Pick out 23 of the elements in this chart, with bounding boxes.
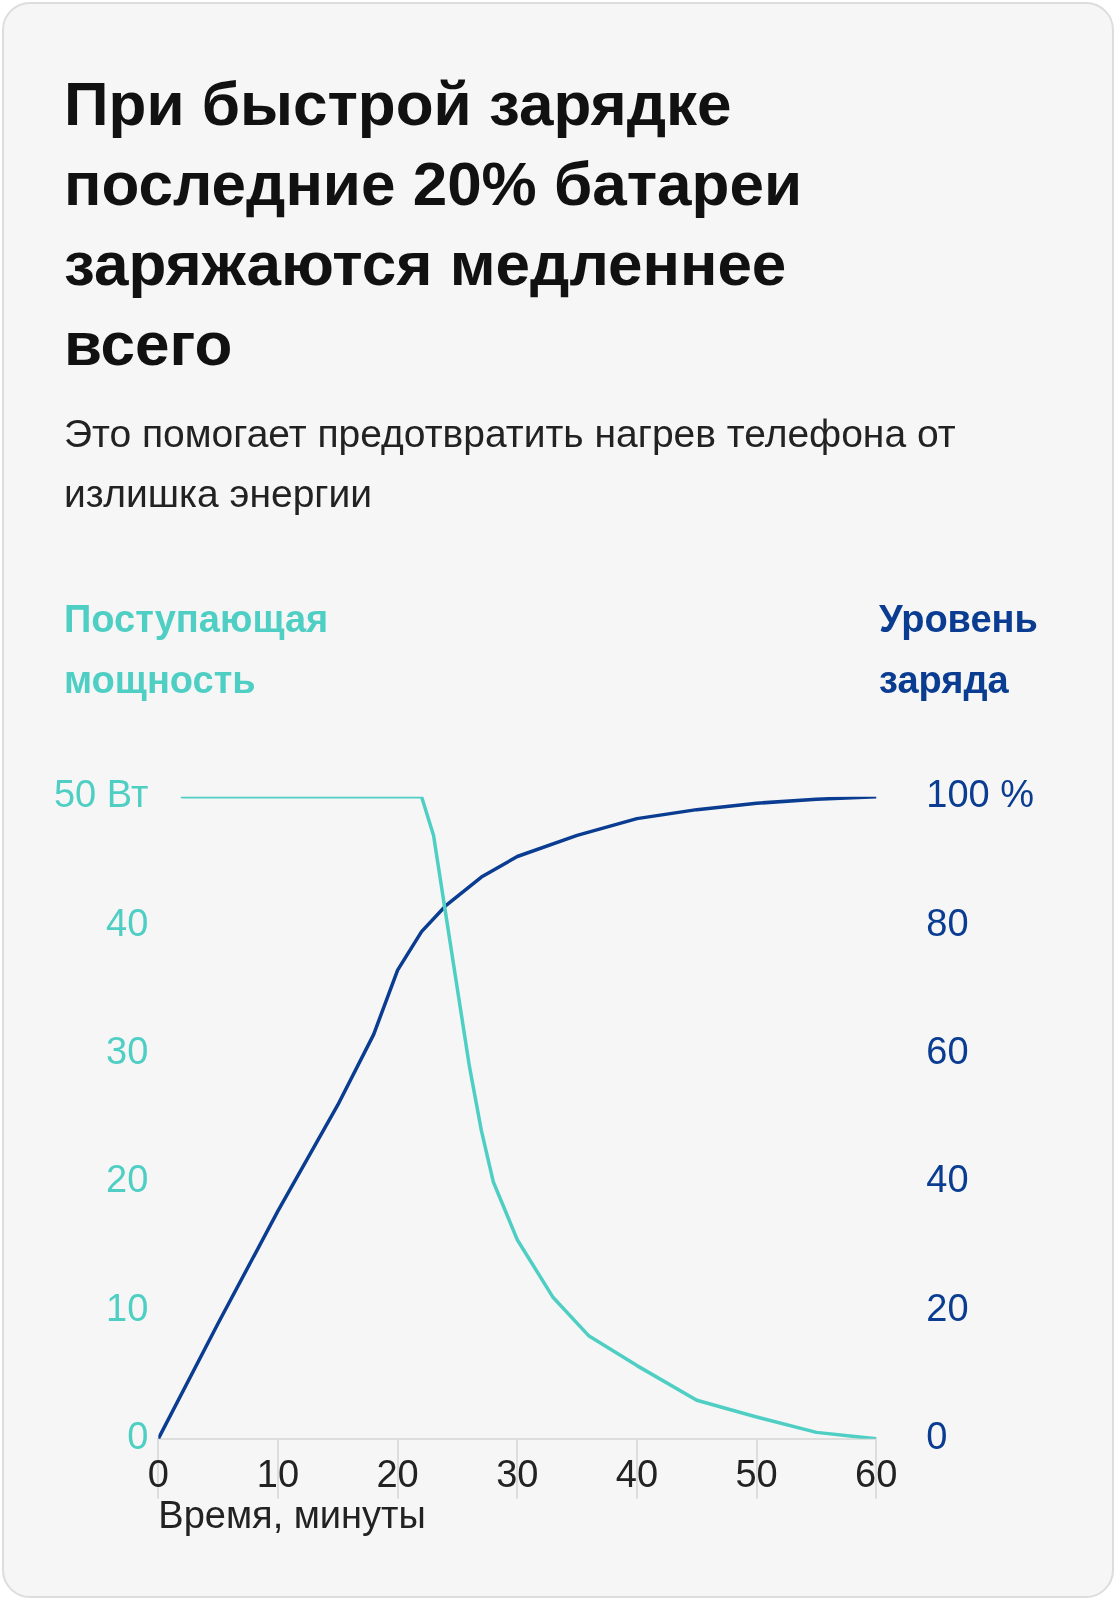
y2-tick-label: 0 (926, 1415, 948, 1458)
chart-title: При быстрой зарядке последние 20% батареи заряжаются медленнее всего (64, 68, 804, 380)
chart-subtitle: Это помогает предотвратить нагрев телефона от излишка энергии (64, 411, 957, 517)
y-tick-label: 10 (106, 1286, 149, 1329)
y2-tick-label: 20 (926, 1286, 969, 1329)
y2-tick-label: 100 % (926, 773, 1034, 816)
x-tick-label: 30 (496, 1453, 539, 1496)
y2-tick-label: 80 (926, 901, 969, 944)
y2-axis-title: Уровень заряда (879, 597, 1039, 703)
x-tick-label: 10 (256, 1453, 300, 1496)
y-tick-label: 20 (106, 1158, 149, 1201)
x-tick-label: 20 (376, 1453, 419, 1496)
y-tick-label: 0 (127, 1415, 149, 1458)
y2-tick-label: 40 (926, 1158, 969, 1201)
y-tick-label: 30 (106, 1030, 149, 1073)
y2-tick-label: 60 (926, 1030, 969, 1073)
y-tick-label: 50 Вт (53, 773, 149, 816)
y-tick-label: 40 (106, 901, 149, 944)
x-tick-label: 50 (735, 1453, 778, 1496)
y-axis-title: Поступающая мощность (64, 597, 330, 703)
x-tick-label: 40 (615, 1453, 659, 1496)
x-axis-title: Время, минуты (158, 1493, 426, 1536)
x-tick-label: 60 (855, 1453, 898, 1496)
